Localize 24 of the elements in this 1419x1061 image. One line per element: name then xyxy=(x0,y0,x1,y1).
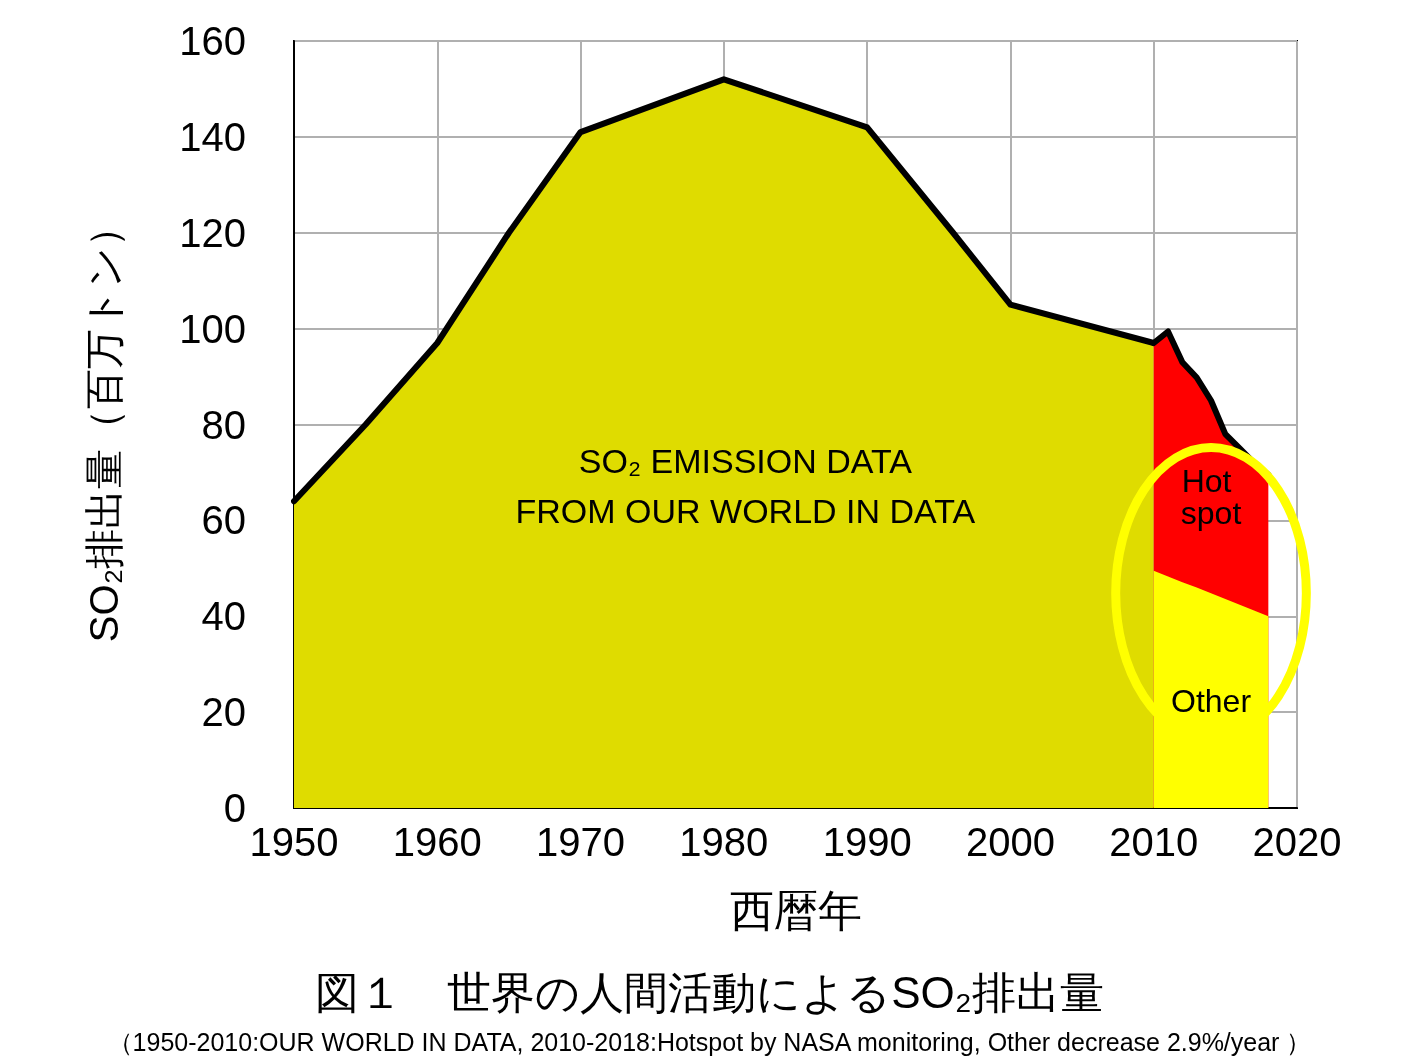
series-label: Hot spot xyxy=(1180,462,1242,531)
y-tick-label: 20 xyxy=(201,690,246,735)
y-tick-label: 100 xyxy=(179,306,246,351)
y-tick-label: 40 xyxy=(201,594,246,639)
y-tick-label: 80 xyxy=(201,402,246,447)
x-tick-label: 2000 xyxy=(965,820,1055,864)
x-tick-label: 2020 xyxy=(1252,820,1342,864)
y-tick-label: 120 xyxy=(179,210,246,255)
annotation: SO₂ EMISSION DATA FROM OUR WORLD IN DATA xyxy=(515,441,976,530)
x-tick-label: 2010 xyxy=(1109,820,1199,864)
x-tick-label: 1980 xyxy=(679,820,769,864)
x-axis-title: 西暦年 xyxy=(729,885,862,935)
x-tick-label: 1960 xyxy=(392,820,482,864)
y-tick-label: 160 xyxy=(179,19,246,63)
x-tick-label: 1990 xyxy=(822,820,912,864)
y-tick-label: 0 xyxy=(223,786,246,830)
text: （1950-2010:OUR WORLD IN DATA, 2010-2018:Hotspot by NASA monitoring, Other decrease 2.9%/year ） xyxy=(107,1027,1312,1056)
y-axis-title: SO₂排出量（百万トン） xyxy=(82,206,126,643)
y-tick-label: 60 xyxy=(201,498,246,543)
y-tick-label: 140 xyxy=(179,114,246,159)
text: 図１ 世界の人間活動によるSO₂排出量 xyxy=(315,967,1104,1017)
x-tick-label: 1950 xyxy=(249,820,339,864)
series-label: Other xyxy=(1171,682,1252,719)
x-tick-label: 1970 xyxy=(536,820,626,864)
